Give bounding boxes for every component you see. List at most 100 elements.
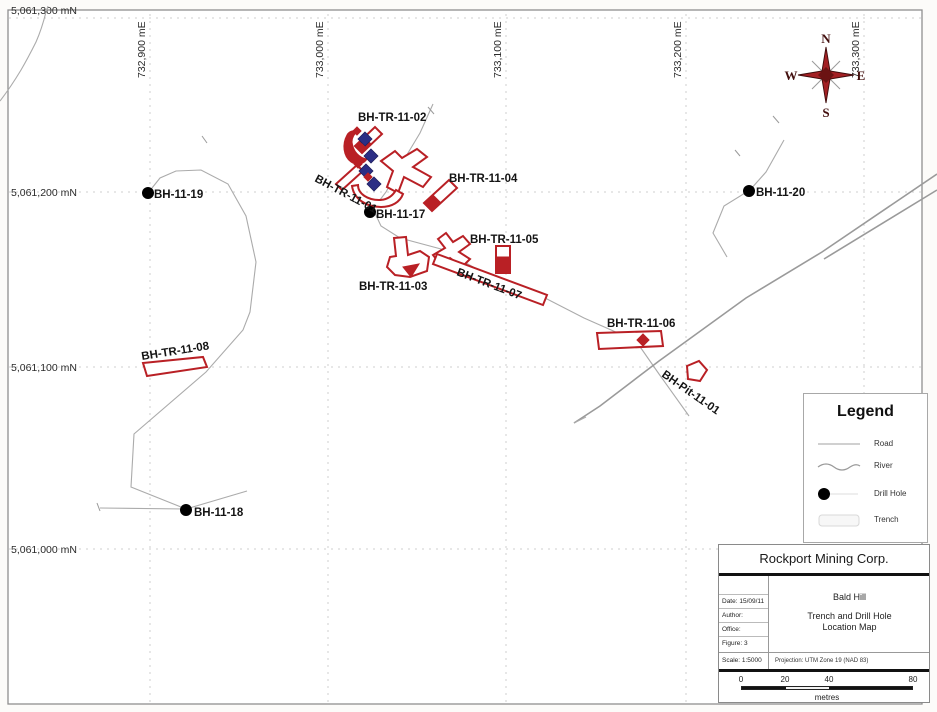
easting-label-2: 733,100 mE xyxy=(492,21,504,78)
survey-tick xyxy=(96,502,101,512)
trench-BH-TR-11-06-outline xyxy=(595,329,665,351)
field-date: Date: 15/09/11 xyxy=(719,594,768,608)
compass-rose: N S W E xyxy=(785,31,866,120)
title-block-fields: Date: 15/09/11 Author: Office: Figure: 3 xyxy=(719,576,769,652)
trench-label-BH-TR-11-02: BH-TR-11-02 xyxy=(358,112,426,124)
compass-letter-e: E xyxy=(857,68,866,83)
compass-minor-rays xyxy=(811,60,841,90)
main-road-upper xyxy=(573,173,937,424)
legend-box: Legend Road River Drill Hole Trench xyxy=(803,393,928,543)
drill-holes xyxy=(142,185,755,516)
red-diamond-marker xyxy=(353,159,363,169)
compass-letter-s: S xyxy=(822,105,829,120)
map-title-line2: Location Map xyxy=(822,622,877,632)
drill-hole-dot-BH-11-20 xyxy=(743,185,755,197)
scale-segment-black xyxy=(742,687,787,689)
legend-label-river: River xyxy=(874,461,893,470)
scale-bar-strip xyxy=(741,686,913,690)
collar-square xyxy=(366,176,382,192)
scale-tick-80: 80 xyxy=(908,675,918,684)
scale-tick-0: 0 xyxy=(738,675,744,684)
legend-item-road: Road xyxy=(804,436,927,452)
scale-segment-black xyxy=(828,687,912,689)
easting-label-1: 733,000 mE xyxy=(314,21,326,78)
northing-label-0: 5,061,300 mN xyxy=(11,5,77,17)
field-projection: Projection: UTM Zone 19 (NAD 83) xyxy=(775,658,869,664)
survey-tick xyxy=(201,135,208,144)
title-block: Rockport Mining Corp. Date: 15/09/11 Aut… xyxy=(718,544,930,703)
trench-BH-TR-11-01-branch xyxy=(379,147,433,195)
northing-label-1: 5,061,200 mN xyxy=(11,187,77,199)
project-name: Bald Hill xyxy=(832,592,866,602)
trench-BH-TR-11-03-outline xyxy=(385,235,431,279)
northing-label-3: 5,061,000 mN xyxy=(11,544,77,556)
legend-item-drill-hole: Drill Hole xyxy=(804,486,927,502)
map-title: Trench and Drill Hole Location Map xyxy=(770,611,929,633)
drill-hole-label-BH-11-20: BH-11-20 xyxy=(756,187,805,199)
legend-label-road: Road xyxy=(874,439,894,448)
trench-label-BH-TR-11-05: BH-TR-11-05 xyxy=(470,234,539,246)
scale-tick-40: 40 xyxy=(824,675,834,684)
drill-hole-dot-BH-11-19 xyxy=(142,187,154,199)
trench-BH-TR-11-07-bar xyxy=(431,252,549,307)
field-figure: Figure: 3 xyxy=(719,636,768,650)
field-author: Author: xyxy=(719,608,768,622)
easting-label-3: 733,200 mE xyxy=(672,21,684,78)
red-diamond-marker xyxy=(363,172,373,182)
trench-symbol xyxy=(814,512,864,528)
scale-tick-20: 20 xyxy=(780,675,790,684)
easting-label-0: 732,900 mE xyxy=(136,21,148,78)
compass-letter-w: W xyxy=(785,68,798,83)
map-title-line1: Trench and Drill Hole xyxy=(807,611,892,621)
trench-BH-TR-11-08-outline xyxy=(141,355,209,378)
trenches xyxy=(141,125,709,383)
northing-label-2: 5,061,100 mN xyxy=(11,362,77,374)
trench-label-BH-TR-11-06: BH-TR-11-06 xyxy=(607,318,675,330)
survey-tick xyxy=(427,106,435,115)
road-spur-west xyxy=(99,507,187,510)
red-diamond-marker xyxy=(636,333,650,347)
drill-hole-label-BH-11-17: BH-11-17 xyxy=(376,209,425,221)
collar-square xyxy=(357,131,373,147)
red-diamond-marker xyxy=(352,126,362,136)
legend-label-trench: Trench xyxy=(874,515,899,524)
trench-BH-Pit-11-01-outline xyxy=(685,359,709,383)
trench-BH-TR-11-04-fill xyxy=(423,194,442,212)
title-block-titles: Bald Hill Trench and Drill Hole Location… xyxy=(770,576,929,652)
river-path xyxy=(0,5,49,102)
survey-tick xyxy=(772,115,780,124)
drill-hole-label-BH-11-19: BH-11-19 xyxy=(154,189,203,201)
trench-BH-TR-11-01-crescent xyxy=(350,183,405,209)
trench-label-BH-TR-11-03: BH-TR-11-03 xyxy=(359,281,427,293)
drill-hole-dot-BH-11-18 xyxy=(180,504,192,516)
company-name: Rockport Mining Corp. xyxy=(719,545,929,576)
legend-item-river: River xyxy=(804,458,927,474)
title-block-body: Date: 15/09/11 Author: Office: Figure: 3… xyxy=(719,576,929,652)
road-symbol xyxy=(814,436,864,452)
main-road-end xyxy=(573,416,587,424)
title-block-divider xyxy=(719,669,929,672)
scale-units: metres xyxy=(814,693,840,702)
survey-tick xyxy=(734,149,741,157)
river-symbol xyxy=(814,458,864,474)
compass-letter-n: N xyxy=(821,31,831,46)
legend-title: Legend xyxy=(837,403,894,420)
trench-BH-TR-11-05-fill xyxy=(496,256,510,273)
scale-bar: 0 20 40 80 metres xyxy=(719,672,929,705)
drill-hole-symbol xyxy=(814,486,864,502)
field-office: Office: xyxy=(719,622,768,636)
scale-segment-white xyxy=(786,687,829,689)
red-diamond-marker xyxy=(357,143,367,153)
road-west-loop xyxy=(130,169,257,510)
main-road-lower xyxy=(823,189,937,260)
field-blank xyxy=(719,576,768,594)
road-east-loop xyxy=(712,139,785,258)
legend-item-trench: Trench xyxy=(804,512,927,528)
drill-hole-label-BH-11-18: BH-11-18 xyxy=(194,507,244,519)
scale-projection-row: Scale: 1:5000 Projection: UTM Zone 19 (N… xyxy=(719,652,929,669)
field-scale: Scale: 1:5000 xyxy=(719,653,769,669)
trench-label-BH-TR-11-04: BH-TR-11-04 xyxy=(449,173,518,185)
grid-lines xyxy=(9,14,921,702)
